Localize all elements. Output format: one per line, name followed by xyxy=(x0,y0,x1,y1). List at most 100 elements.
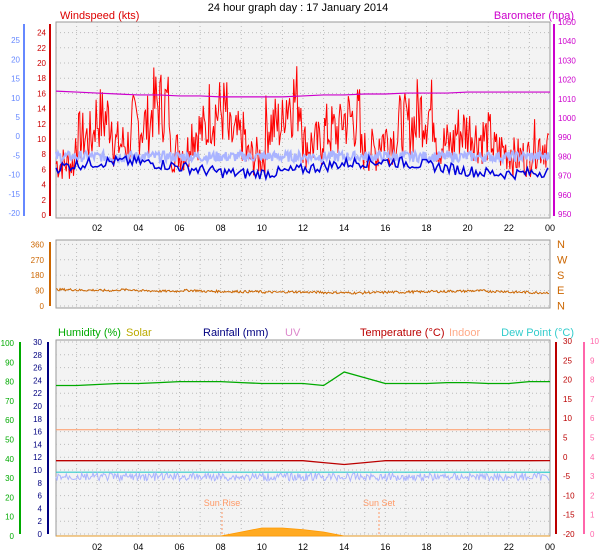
compass-label: S xyxy=(557,270,564,282)
baro-tick: 950 xyxy=(558,210,572,219)
outer-tick: 5 xyxy=(16,113,21,122)
wind-tick: 4 xyxy=(42,181,47,190)
temp-tick: 5 xyxy=(563,434,568,443)
barometer-line xyxy=(55,90,550,98)
outer-tick: 10 xyxy=(11,94,20,103)
humidity-tick: 70 xyxy=(5,397,14,406)
rain-tick: 14 xyxy=(33,440,42,449)
rain-tick: 4 xyxy=(38,504,43,513)
temp-tick: 0 xyxy=(563,453,568,462)
humidity-tick: 100 xyxy=(1,339,15,348)
temp-tick: -15 xyxy=(563,511,575,520)
temp-tick: -5 xyxy=(563,472,571,481)
uv-tick: 1 xyxy=(590,511,595,520)
compass-label: E xyxy=(557,285,564,297)
humidity-tick: 40 xyxy=(5,455,14,464)
x-tick-p1: 04 xyxy=(133,223,143,233)
x-tick-p1: 22 xyxy=(504,223,514,233)
compass-label: N xyxy=(557,239,565,251)
compass-label: N xyxy=(557,301,565,313)
rain-tick: 26 xyxy=(33,364,42,373)
barometer-label: Barometer (hpa) xyxy=(494,10,574,22)
x-tick-p3: 20 xyxy=(463,542,473,552)
indoor-humidity-band xyxy=(55,471,550,483)
x-tick-p3: 12 xyxy=(298,542,308,552)
wind-tick: 2 xyxy=(42,196,47,205)
uv-tick: 2 xyxy=(590,491,595,500)
humidity-tick: 30 xyxy=(5,474,14,483)
baro-tick: 990 xyxy=(558,133,572,142)
wind-tick: 16 xyxy=(37,89,46,98)
x-tick-p1: 18 xyxy=(421,223,431,233)
wind-tick: 12 xyxy=(37,120,46,129)
direction-line xyxy=(55,287,550,295)
x-tick-p3: 08 xyxy=(216,542,226,552)
x-tick-p3: 14 xyxy=(339,542,349,552)
legend-indoor: Indoor xyxy=(449,327,481,339)
humidity-tick: 60 xyxy=(5,416,14,425)
wind-tick: 24 xyxy=(37,29,46,38)
rain-tick: 16 xyxy=(33,428,42,437)
wind-tick: 6 xyxy=(42,165,47,174)
panel-direction-frame xyxy=(55,239,551,309)
x-tick-p1: 20 xyxy=(463,223,473,233)
dir-tick: 0 xyxy=(40,302,45,311)
outer-tick: -10 xyxy=(8,171,20,180)
outer-tick: -5 xyxy=(13,151,21,160)
x-tick-p1: 10 xyxy=(257,223,267,233)
legend-solar: Solar xyxy=(126,327,152,339)
wind-tick: 22 xyxy=(37,44,46,53)
panel-wind-frame xyxy=(55,21,551,219)
rain-tick: 0 xyxy=(38,530,43,539)
rain-tick: 8 xyxy=(38,479,43,488)
x-tick-p3: 00 xyxy=(545,542,555,552)
baro-tick: 1050 xyxy=(558,18,576,27)
temp-tick: 30 xyxy=(563,337,572,346)
temp-tick: -20 xyxy=(563,530,575,539)
rain-tick: 22 xyxy=(33,389,42,398)
baro-tick: 1010 xyxy=(558,95,576,104)
temp-tick: 10 xyxy=(563,414,572,423)
rain-tick: 10 xyxy=(33,466,42,475)
wind-tick: 10 xyxy=(37,135,46,144)
temp-tick: 15 xyxy=(563,395,572,404)
x-tick-p1: 02 xyxy=(92,223,102,233)
outer-tick: 0 xyxy=(16,132,21,141)
baro-tick: 1020 xyxy=(558,76,576,85)
temp-tick: 20 xyxy=(563,376,572,385)
sunrise-label: Sun Rise xyxy=(204,498,241,508)
dir-tick: 180 xyxy=(31,271,45,280)
rain-tick: 2 xyxy=(38,517,43,526)
legend-dewpoint: Dew Point (°C) xyxy=(501,327,574,339)
wind-tick: 18 xyxy=(37,74,46,83)
compass-label: W xyxy=(557,254,568,266)
graph-title: 24 hour graph day : 17 January 2014 xyxy=(208,2,388,14)
rain-tick: 6 xyxy=(38,492,43,501)
x-tick-p3: 16 xyxy=(380,542,390,552)
dir-tick: 90 xyxy=(35,287,44,296)
x-tick-p1: 06 xyxy=(174,223,184,233)
humidity-line xyxy=(56,371,550,387)
wind-blue-line xyxy=(55,153,549,182)
baro-tick: 1000 xyxy=(558,114,576,123)
baro-tick: 960 xyxy=(558,191,572,200)
humidity-tick: 90 xyxy=(5,358,14,367)
humidity-tick: 0 xyxy=(10,532,15,541)
humidity-tick: 20 xyxy=(5,493,14,502)
wind-tick: 14 xyxy=(37,105,46,114)
x-tick-p3: 02 xyxy=(92,542,102,552)
uv-tick: 5 xyxy=(590,434,595,443)
wind-tick: 20 xyxy=(37,59,46,68)
legend-temperature: Temperature (°C) xyxy=(360,327,444,339)
x-tick-p1: 08 xyxy=(216,223,226,233)
rain-tick: 18 xyxy=(33,415,42,424)
x-tick-p3: 22 xyxy=(504,542,514,552)
temp-tick: -10 xyxy=(563,491,575,500)
outer-tick: -15 xyxy=(8,190,20,199)
baro-tick: 970 xyxy=(558,172,572,181)
uv-tick: 10 xyxy=(590,337,599,346)
x-tick-p1: 00 xyxy=(545,223,555,233)
outer-tick: -20 xyxy=(8,209,20,218)
x-tick-p3: 04 xyxy=(133,542,143,552)
